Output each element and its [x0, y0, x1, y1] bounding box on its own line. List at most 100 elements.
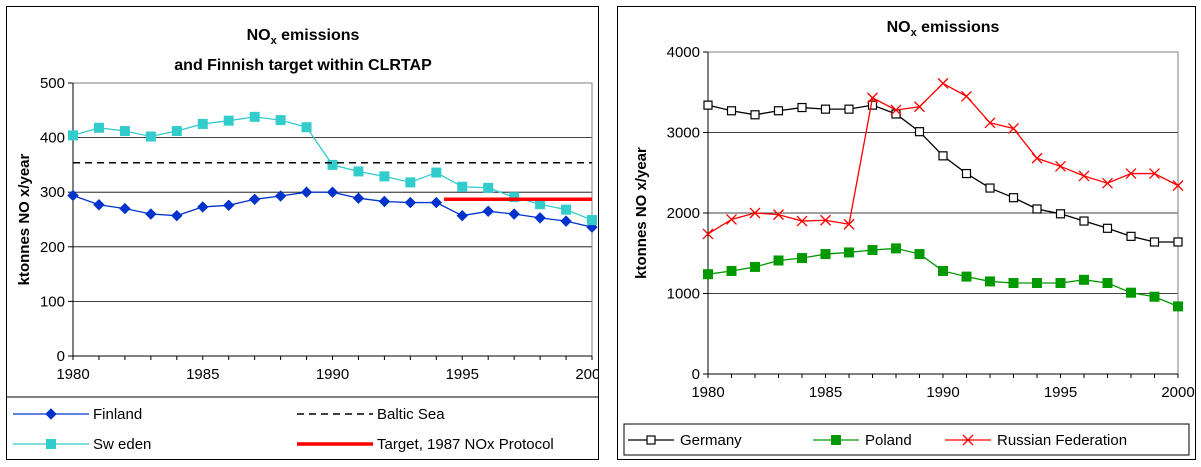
chart-panel-finland: NOx emissions and Finnish target within C… [6, 6, 599, 460]
data-point [984, 117, 996, 129]
data-point [1173, 301, 1183, 312]
legend-label: Target, 1987 NOx Protocol [377, 436, 554, 453]
data-point [820, 104, 831, 114]
data-point [797, 253, 807, 264]
data-point [702, 228, 714, 240]
legend-label: Germany [680, 432, 742, 449]
y-tick-label: 0 [692, 366, 700, 383]
y-axis-label: ktonnes NO x/year [16, 153, 33, 285]
data-point [1149, 168, 1160, 180]
data-point [867, 245, 878, 256]
legend-box [623, 423, 1190, 456]
y-tick-label: 200 [40, 239, 65, 256]
data-point [1055, 278, 1066, 289]
data-point [844, 104, 854, 114]
data-point [68, 130, 78, 141]
data-point [145, 131, 156, 142]
data-point [961, 168, 972, 179]
data-point [171, 209, 183, 222]
data-point [750, 110, 760, 120]
legend-item: Finland [13, 406, 142, 423]
data-point [1125, 168, 1137, 180]
data-point [820, 214, 831, 226]
chart-panel-central-europe: NOx emissions 0 1000 2000 3000 4000 1980 1985 19… [617, 6, 1196, 460]
data-point [1149, 237, 1160, 247]
legend-marker [831, 435, 841, 445]
data-point [1031, 152, 1043, 164]
data-point [1126, 287, 1136, 298]
legend-item: Poland [813, 432, 912, 449]
data-point [352, 192, 365, 204]
data-point [1078, 170, 1090, 182]
data-point [1149, 291, 1160, 302]
legend-marker [46, 439, 56, 449]
data-point [891, 243, 901, 254]
data-point [867, 100, 878, 110]
data-point [1102, 223, 1113, 233]
legend-item: Sw eden [13, 436, 151, 453]
data-point [1102, 177, 1113, 189]
chart-title-subscript: x [271, 35, 278, 47]
series-russian-federation [702, 77, 1184, 240]
legend-item: Germany [628, 432, 742, 449]
y-tick-label: 4000 [667, 44, 700, 61]
data-point [248, 193, 261, 206]
data-point [820, 249, 831, 260]
x-tick-label: 1980 [56, 366, 89, 383]
data-point [353, 166, 364, 177]
data-point [1032, 278, 1042, 289]
data-point [93, 122, 104, 133]
chart-title-rest: emissions [917, 19, 1000, 36]
data-point [587, 215, 597, 226]
data-point [1173, 237, 1183, 247]
legend-item: Target, 1987 NOx Protocol [297, 436, 554, 453]
y-tick-label: 500 [40, 75, 65, 92]
chart-title: NOx emissions [247, 27, 360, 47]
data-point [223, 115, 234, 126]
x-tick-label: 1990 [926, 384, 959, 401]
data-point [535, 199, 546, 210]
y-tick-label: 300 [40, 184, 65, 201]
data-point [750, 261, 760, 272]
data-point [749, 207, 761, 219]
legend-label: Sw eden [93, 436, 151, 453]
data-point [197, 118, 208, 129]
data-point [301, 122, 312, 133]
chart-subtitle: and Finnish target within CLRTAP [174, 57, 432, 74]
data-point [249, 111, 260, 122]
data-point [534, 212, 546, 224]
data-point [1032, 204, 1042, 214]
data-point [561, 204, 572, 215]
x-tick-label: 1995 [446, 366, 479, 383]
data-point [430, 196, 443, 209]
series-germany [703, 100, 1183, 247]
legend-marker [45, 408, 57, 420]
data-point [404, 196, 417, 209]
y-tick-label: 1000 [667, 286, 700, 303]
data-point [197, 201, 209, 213]
data-point [1102, 278, 1113, 289]
y-tick-label: 100 [40, 293, 65, 310]
data-point [560, 215, 572, 227]
data-point [119, 202, 131, 215]
chart-finland-sweden: NOx emissions and Finnish target within C… [7, 27, 598, 453]
data-point [797, 102, 807, 113]
data-point [327, 159, 338, 170]
chart-title-subscript: x [911, 27, 918, 39]
x-tick-label: 2000 [1161, 384, 1194, 401]
x-tick-label: 1980 [691, 384, 724, 401]
data-point [1079, 274, 1089, 285]
data-point [300, 186, 313, 198]
y-tick-label: 3000 [667, 125, 700, 142]
data-point [703, 100, 713, 110]
data-point [119, 126, 130, 137]
data-point [326, 186, 339, 198]
data-point [483, 182, 494, 193]
data-point [961, 271, 972, 282]
y-axis-label: ktonnes NO x/year [633, 147, 650, 279]
legend-item: Baltic Sea [297, 406, 445, 423]
data-point [890, 104, 902, 116]
data-point [985, 276, 995, 287]
data-point [937, 77, 949, 89]
x-tick-label: 1985 [186, 366, 219, 383]
